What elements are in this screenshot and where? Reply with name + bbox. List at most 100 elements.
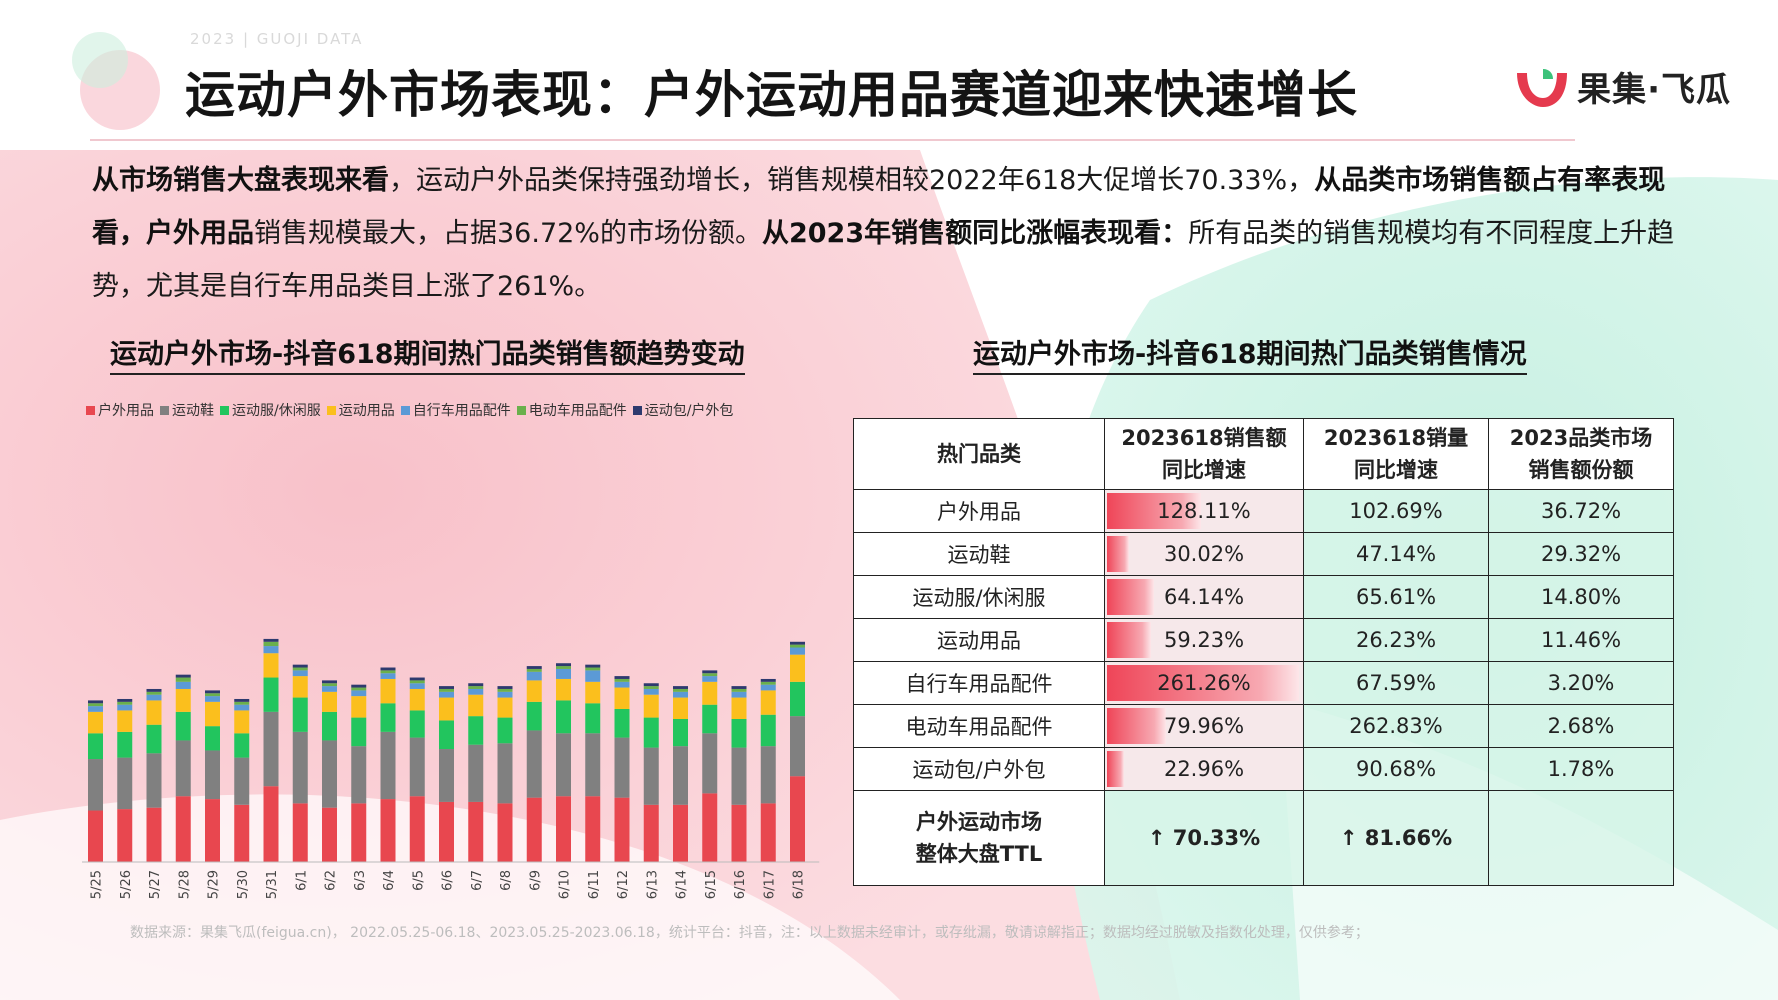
x-tick-label: 6/1 [294, 870, 309, 891]
category-cell: 运动包/户外包 [853, 747, 1105, 791]
bar-segment [263, 711, 279, 787]
x-tick-label: 5/26 [119, 870, 134, 899]
bar-segment [439, 686, 454, 689]
bar-segment [526, 730, 542, 798]
legend-swatch [86, 405, 95, 415]
table-total-row: 户外运动市场 整体大盘TTL ↑ 70.33% ↑ 81.66% [853, 790, 1674, 886]
legend-item: 电动车用品配件 [516, 400, 627, 420]
bar-segment [439, 749, 454, 802]
x-tick-label: 6/16 [733, 870, 748, 899]
bar-segment [146, 700, 162, 725]
bar-segment [205, 696, 220, 702]
bar-segment [409, 683, 425, 689]
bar-segment [175, 677, 191, 682]
bar-segment [263, 641, 279, 647]
bar-segment [117, 698, 133, 702]
bar-segment [556, 666, 571, 669]
bar-segment [380, 673, 396, 679]
legend-swatch [516, 405, 526, 415]
bar-segment [146, 694, 162, 701]
bar-segment [117, 757, 133, 810]
bar-segment [380, 670, 396, 674]
bar-segment [322, 686, 337, 692]
bar-segment [585, 681, 601, 704]
bar-segment [556, 700, 571, 734]
table-row: 自行车用品配件 261.26% 67.59% 3.20% [853, 661, 1674, 705]
bar-segment [175, 796, 191, 862]
x-tick-label: 6/14 [675, 870, 690, 899]
legend-swatch [632, 405, 642, 415]
intro-text-3: 所有品类的销售规模均有不同程度上升趋势，尤其是自行车用品类目上涨了261%。 [92, 218, 1675, 302]
bar-segment [205, 726, 220, 751]
bar-segment [439, 720, 454, 750]
bar-segment [468, 686, 484, 689]
bar-segment [497, 717, 513, 744]
volume-growth-cell: 90.68% [1303, 747, 1489, 791]
bar-segment [439, 801, 454, 862]
bar-segment [380, 799, 396, 862]
bar-segment [790, 776, 805, 862]
bar-segment [263, 653, 279, 678]
bar-segment [263, 677, 279, 712]
bar-segment [409, 677, 425, 681]
bar-segment [292, 803, 308, 862]
bar-segment [234, 701, 250, 705]
share-cell: 36.72% [1488, 489, 1674, 533]
bar-segment [380, 678, 396, 704]
bar-segment [673, 804, 688, 862]
bar-segment [702, 673, 718, 677]
bar-segment [614, 708, 630, 738]
bar-segment [263, 786, 279, 862]
bar-segment [731, 719, 747, 748]
bar-segment [351, 690, 367, 697]
legend-item: 运动包/户外包 [632, 400, 734, 420]
bar-segment [234, 710, 250, 734]
bar-segment [760, 714, 776, 747]
intro-text-2: 销售规模最大，占据36.72%的市场份额。 [254, 218, 762, 249]
bar-segment [292, 676, 308, 698]
bar-segment [175, 674, 191, 678]
share-cell: 11.46% [1488, 618, 1674, 662]
bar-segment [263, 646, 279, 654]
legend-label: 户外用品 [98, 403, 154, 419]
bar-segment [234, 704, 250, 711]
bar-background [1105, 748, 1303, 790]
bar-segment [643, 717, 659, 748]
bar-segment [760, 803, 776, 862]
bar-segment [702, 704, 718, 734]
bar-segment [88, 711, 103, 734]
x-tick-label: 6/11 [587, 870, 602, 899]
bar-segment [614, 687, 630, 709]
share-cell: 1.78% [1488, 747, 1674, 791]
bar-segment [322, 683, 337, 687]
legend-label: 运动包/户外包 [644, 403, 734, 419]
bar-segment [790, 654, 805, 682]
legend-item: 自行车用品配件 [400, 400, 511, 420]
bar-segment [292, 664, 308, 668]
bar-segment [526, 671, 542, 681]
category-cell: 运动鞋 [853, 532, 1105, 576]
bar-segment [439, 691, 454, 698]
bar-segment [234, 733, 250, 758]
data-source-note: 数据来源：果集飞瓜(feigua.cn)， 2022.05.25-06.18、2… [130, 925, 1369, 941]
bar-segment [585, 703, 601, 734]
bar-segment [234, 757, 250, 805]
legend-swatch [160, 405, 169, 415]
x-tick-label: 6/13 [645, 870, 660, 899]
category-cell: 自行车用品配件 [853, 661, 1105, 705]
legend-item: 运动用品 [326, 400, 395, 420]
sales-growth-bar [1107, 536, 1130, 572]
bar-segment [292, 667, 308, 671]
bar-segment [468, 744, 484, 802]
bar-segment [790, 647, 805, 655]
bar-segment [673, 688, 688, 692]
sales-growth-bar [1107, 708, 1166, 744]
sales-growth-value: 22.96% [1163, 757, 1245, 781]
bar-segment [88, 759, 103, 811]
legend-item: 运动服/休闲服 [220, 400, 321, 420]
bar-segment [585, 664, 601, 668]
bar-segment [643, 804, 659, 862]
bar-segment [702, 676, 718, 682]
header-volume-growth: 2023618销量 同比增速 [1303, 418, 1489, 490]
